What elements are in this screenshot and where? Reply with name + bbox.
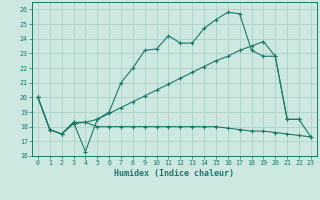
X-axis label: Humidex (Indice chaleur): Humidex (Indice chaleur)	[115, 169, 234, 178]
